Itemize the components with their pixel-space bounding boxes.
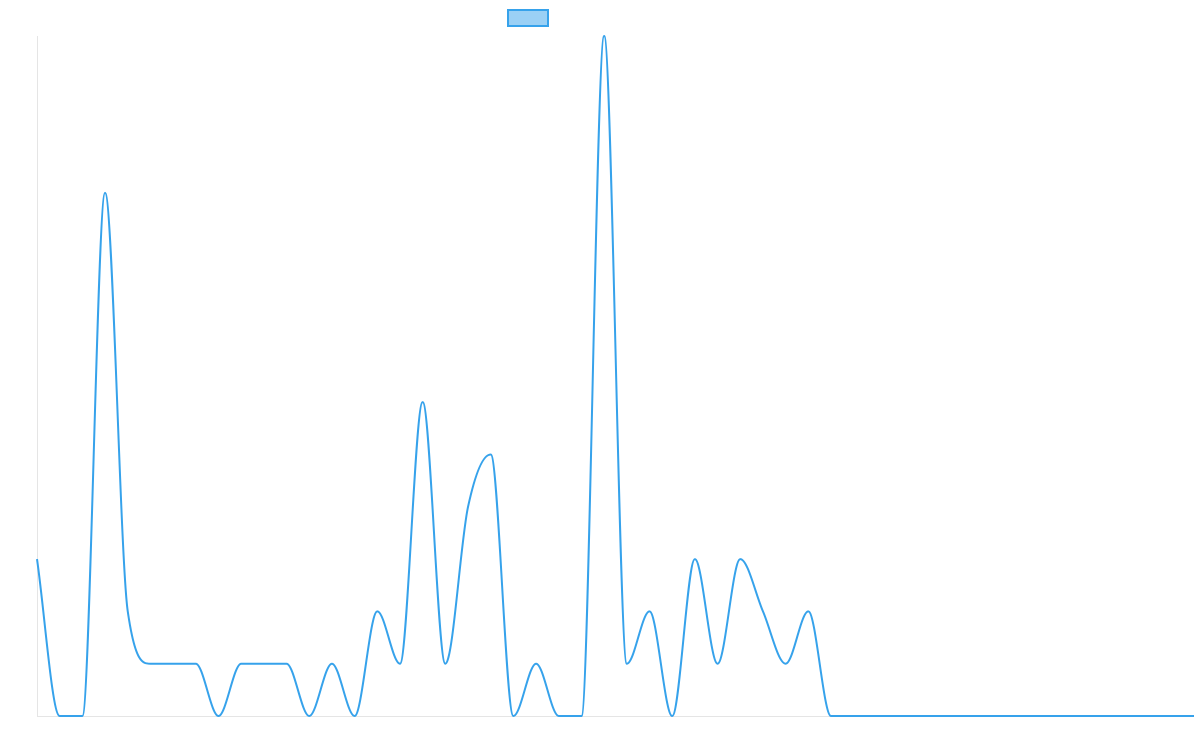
data-point[interactable] xyxy=(919,713,925,719)
data-point[interactable] xyxy=(261,661,267,667)
data-point[interactable] xyxy=(170,661,176,667)
data-point[interactable] xyxy=(193,661,199,667)
data-point[interactable] xyxy=(329,661,335,667)
data-point[interactable] xyxy=(556,713,562,719)
data-point[interactable] xyxy=(1168,713,1174,719)
data-point[interactable] xyxy=(306,713,312,719)
data-point[interactable] xyxy=(57,713,63,719)
data-point[interactable] xyxy=(352,713,358,719)
data-point[interactable] xyxy=(1010,713,1016,719)
data-point[interactable] xyxy=(783,661,789,667)
data-point[interactable] xyxy=(1100,713,1106,719)
data-point[interactable] xyxy=(284,661,290,667)
data-point[interactable] xyxy=(964,713,970,719)
data-point[interactable] xyxy=(397,661,403,667)
data-point[interactable] xyxy=(533,661,539,667)
data-point[interactable] xyxy=(238,661,244,667)
data-point[interactable] xyxy=(601,33,607,39)
data-point[interactable] xyxy=(34,556,40,562)
series-layer xyxy=(34,33,1197,719)
series-line-0 xyxy=(36,34,1194,718)
data-point[interactable] xyxy=(1078,713,1084,719)
legend[interactable] xyxy=(507,9,549,27)
data-point[interactable] xyxy=(624,661,630,667)
data-point[interactable] xyxy=(488,451,494,457)
legend-swatch[interactable] xyxy=(507,9,549,27)
data-point[interactable] xyxy=(647,608,653,614)
data-point[interactable] xyxy=(147,661,153,667)
data-point[interactable] xyxy=(1146,713,1152,719)
data-point[interactable] xyxy=(125,608,131,614)
data-point[interactable] xyxy=(805,608,811,614)
data-point[interactable] xyxy=(465,504,471,510)
data-point[interactable] xyxy=(1191,713,1197,719)
data-point[interactable] xyxy=(896,713,902,719)
data-point[interactable] xyxy=(828,713,834,719)
data-point[interactable] xyxy=(420,399,426,405)
data-point[interactable] xyxy=(79,713,85,719)
data-point[interactable] xyxy=(1055,713,1061,719)
data-point[interactable] xyxy=(578,713,584,719)
data-point[interactable] xyxy=(873,713,879,719)
data-point[interactable] xyxy=(715,661,721,667)
data-point[interactable] xyxy=(442,661,448,667)
data-point[interactable] xyxy=(760,608,766,614)
data-point[interactable] xyxy=(510,713,516,719)
data-point[interactable] xyxy=(215,713,221,719)
data-point[interactable] xyxy=(692,556,698,562)
data-point[interactable] xyxy=(737,556,743,562)
data-point[interactable] xyxy=(1032,713,1038,719)
data-point[interactable] xyxy=(669,713,675,719)
data-point[interactable] xyxy=(1123,713,1129,719)
data-point[interactable] xyxy=(987,713,993,719)
data-point[interactable] xyxy=(374,608,380,614)
data-point[interactable] xyxy=(851,713,857,719)
data-point[interactable] xyxy=(941,713,947,719)
data-point[interactable] xyxy=(102,190,108,196)
